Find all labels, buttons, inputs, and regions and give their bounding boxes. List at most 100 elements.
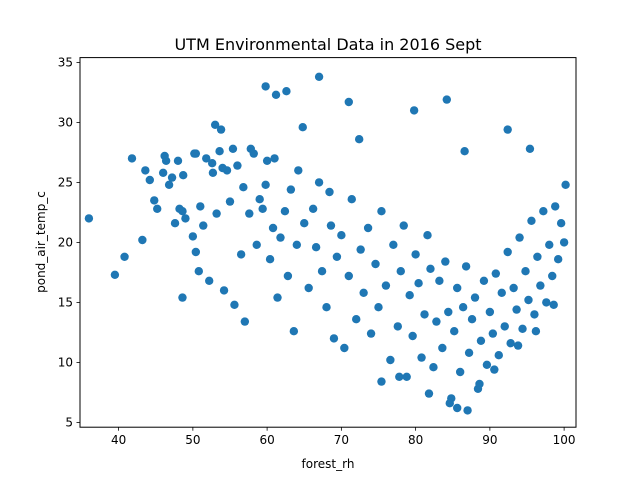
data-point	[371, 259, 380, 269]
data-point	[426, 264, 435, 273]
data-point	[542, 298, 551, 307]
y-axis: 5 10 15 20 25 30 35	[58, 56, 80, 430]
data-point	[503, 247, 512, 257]
x-axis-label: forest_rh	[302, 457, 355, 471]
y-tick-label: 30	[58, 116, 73, 130]
y-tick-label: 5	[65, 416, 73, 430]
data-point	[202, 154, 211, 163]
x-tick-label: 80	[408, 433, 423, 447]
data-point	[527, 216, 536, 225]
data-point	[158, 168, 168, 177]
data-point	[268, 223, 278, 233]
x-tick-label: 70	[334, 433, 349, 447]
data-point	[212, 209, 221, 218]
data-point	[215, 147, 224, 156]
data-point	[252, 240, 261, 249]
data-point	[289, 327, 299, 336]
data-point	[539, 207, 548, 216]
data-point	[455, 367, 465, 377]
data-point	[261, 180, 270, 189]
data-point	[551, 202, 560, 211]
data-point	[359, 288, 368, 297]
data-point	[188, 232, 198, 241]
data-point	[258, 204, 267, 213]
data-point	[273, 293, 282, 302]
data-point	[491, 269, 501, 278]
data-point	[444, 307, 453, 317]
data-point	[196, 202, 205, 211]
data-point	[292, 240, 302, 249]
data-point	[127, 154, 137, 163]
data-point	[386, 355, 395, 365]
data-point	[120, 252, 129, 261]
data-point	[325, 187, 334, 197]
data-point	[548, 271, 557, 281]
data-point	[110, 270, 120, 279]
data-point	[271, 90, 281, 100]
data-point	[482, 360, 492, 369]
data-point	[405, 291, 414, 300]
data-point	[458, 303, 468, 312]
data-point	[322, 303, 331, 312]
data-point	[84, 214, 94, 223]
data-point	[255, 195, 264, 204]
data-point	[194, 267, 203, 276]
data-point	[453, 403, 462, 413]
data-point	[432, 317, 441, 326]
x-tick-label: 100	[553, 433, 576, 447]
data-point	[161, 156, 171, 165]
data-point	[246, 144, 255, 153]
data-point	[236, 250, 246, 259]
data-point	[442, 95, 451, 104]
data-point	[525, 144, 535, 153]
data-point	[389, 240, 398, 249]
data-point	[393, 322, 402, 331]
data-point	[408, 331, 417, 341]
data-point	[283, 271, 293, 281]
data-point	[453, 283, 462, 293]
data-point	[402, 372, 411, 381]
data-point	[344, 97, 353, 107]
x-tick-label: 90	[482, 433, 497, 447]
data-point	[219, 286, 229, 295]
data-point	[210, 120, 220, 129]
data-point	[479, 276, 489, 285]
data-point	[553, 255, 563, 264]
data-point	[262, 156, 272, 165]
data-point	[549, 300, 558, 309]
y-tick-label: 10	[58, 356, 73, 370]
data-point	[225, 197, 235, 206]
data-point	[173, 156, 183, 165]
data-point	[261, 82, 270, 91]
data-point	[377, 207, 386, 216]
chart-title: UTM Environmental Data in 2016 Sept	[174, 35, 481, 54]
data-point	[500, 322, 509, 331]
data-point	[178, 207, 187, 216]
data-point	[460, 147, 469, 156]
data-point	[494, 351, 503, 360]
data-point	[199, 221, 208, 230]
data-point	[524, 295, 533, 305]
data-point	[340, 343, 349, 353]
data-point	[411, 250, 420, 259]
data-point	[337, 231, 346, 240]
y-tick-label: 25	[58, 176, 73, 190]
data-point	[218, 163, 227, 173]
data-point	[533, 252, 542, 261]
x-tick-label: 50	[185, 433, 200, 447]
data-point	[347, 195, 356, 204]
data-point	[138, 235, 147, 245]
data-point	[530, 310, 539, 319]
data-point	[354, 135, 364, 144]
y-tick-label: 20	[58, 236, 73, 250]
x-tick-label: 60	[259, 433, 274, 447]
data-point	[497, 288, 506, 297]
data-point	[294, 166, 303, 175]
data-point	[150, 196, 159, 205]
data-point	[435, 276, 444, 285]
data-point	[308, 204, 318, 213]
data-point	[205, 276, 214, 285]
data-point	[216, 125, 226, 134]
data-point	[326, 221, 336, 230]
